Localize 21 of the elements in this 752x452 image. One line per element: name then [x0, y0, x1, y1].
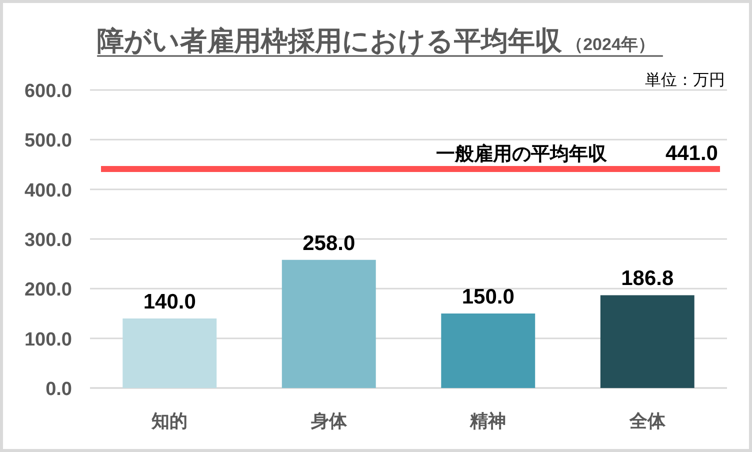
y-tick-label: 400.0 [24, 180, 72, 202]
chart-subtitle: （2024年） [566, 35, 655, 54]
y-tick-label: 0.0 [46, 379, 72, 400]
y-tick-label: 500.0 [24, 130, 72, 152]
x-tick-label: 精神 [469, 411, 506, 431]
y-tick-label: 300.0 [24, 230, 72, 251]
x-tick-label: 知的 [150, 411, 188, 431]
x-tick-label: 全体 [628, 411, 666, 431]
y-tick-label: 200.0 [24, 280, 72, 301]
y-tick-label: 100.0 [24, 329, 72, 350]
y-tick-label: 600.0 [24, 81, 72, 102]
data-label: 186.8 [621, 267, 674, 290]
x-tick-label: 身体 [310, 411, 348, 431]
chart-title: 障がい者雇用枠採用における平均年収 [97, 26, 564, 56]
data-label: 150.0 [462, 286, 514, 308]
text: 単位：万円 [645, 72, 725, 89]
data-label: 140.0 [143, 290, 196, 314]
data-label: 258.0 [302, 232, 356, 255]
annotation: 441.0 [665, 142, 718, 165]
ref-line-label: 一般雇用の平均年収 [436, 142, 608, 165]
title: 障がい者雇用枠採用における平均年収（2024年） [97, 26, 663, 57]
